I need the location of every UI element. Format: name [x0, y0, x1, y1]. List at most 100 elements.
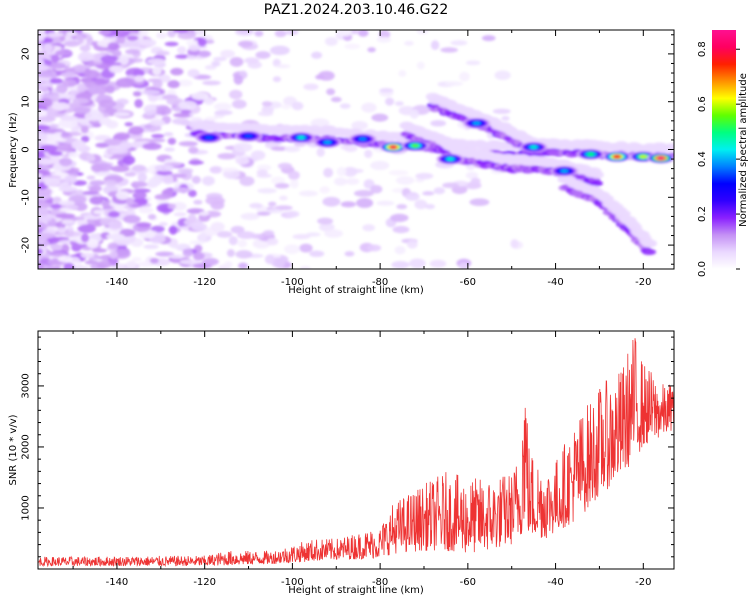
- heatmap-cell: [284, 244, 300, 254]
- heatmap-cell: [126, 35, 139, 41]
- heatmap-cell: [43, 177, 61, 187]
- heatmap-cell: [58, 200, 76, 206]
- heatmap-cell: [173, 30, 189, 34]
- snr-line-series: [38, 338, 674, 568]
- snr-plot-area: [38, 331, 674, 569]
- heatmap-cell: [125, 48, 141, 55]
- heatmap-cell: [311, 51, 323, 59]
- heatmap-cell: [167, 137, 177, 145]
- heatmap-cell: [459, 71, 470, 82]
- heatmap-cell: [59, 157, 73, 167]
- heatmap-cell: [113, 132, 130, 141]
- heatmap-cell: [316, 147, 325, 157]
- spectrogram-y-tick-label: 0: [21, 146, 32, 152]
- heatmap-cell: [172, 118, 190, 125]
- heatmap-cell: [644, 249, 657, 256]
- heatmap-cell: [310, 118, 330, 128]
- heatmap-cell: [194, 30, 206, 36]
- heatmap-cell: [351, 120, 368, 131]
- heatmap-cell: [229, 56, 244, 67]
- heatmap-cell: [152, 66, 162, 76]
- heatmap-cell: [492, 108, 511, 115]
- heatmap-cell: [156, 106, 172, 116]
- heatmap-cell: [50, 54, 60, 63]
- heatmap-cell: [202, 80, 221, 86]
- heatmap-cell: [404, 40, 414, 46]
- snr-x-tick-label: -140: [106, 577, 129, 588]
- heatmap-cell: [390, 213, 409, 222]
- heatmap-cell: [353, 189, 374, 197]
- heatmap-cell: [345, 178, 360, 185]
- heatmap-cell: [139, 38, 157, 47]
- heatmap-cell: [191, 175, 201, 184]
- heatmap-cell: [205, 196, 225, 206]
- heatmap-cell: [38, 215, 53, 222]
- heatmap-cell: [191, 222, 208, 232]
- heatmap-cell: [409, 258, 426, 269]
- heatmap-cell: [257, 188, 277, 194]
- heatmap-cell: [132, 91, 142, 97]
- colorbar-tick-label: 0.0: [697, 261, 708, 277]
- heatmap-cell: [131, 257, 142, 262]
- heatmap-cell: [107, 42, 119, 51]
- heatmap-cell: [143, 244, 159, 250]
- heatmap-cell: [398, 70, 407, 77]
- heatmap-cell: [180, 109, 192, 114]
- heatmap-cell: [150, 126, 162, 132]
- heatmap-cell: [643, 239, 658, 248]
- heatmap-cell: [108, 65, 124, 74]
- colorbar-tick-label: 0.2: [697, 206, 708, 222]
- heatmap-cell: [115, 77, 136, 88]
- heatmap-cell: [84, 111, 104, 122]
- heatmap-cell: [317, 217, 334, 225]
- heatmap-cell: [204, 116, 218, 122]
- heatmap-cell: [173, 112, 191, 118]
- heatmap-cell: [333, 177, 348, 186]
- heatmap-cell: [58, 186, 78, 192]
- heatmap-cell: [152, 78, 163, 89]
- heatmap-cell: [123, 214, 141, 224]
- heatmap-cell: [121, 40, 140, 48]
- heatmap-cell: [163, 132, 174, 137]
- heatmap-cell: [424, 203, 436, 210]
- heatmap-cell: [50, 203, 62, 209]
- snr-x-label: Height of straight line (km): [288, 585, 424, 596]
- heatmap-cell: [257, 111, 274, 117]
- snr-x-tick-label: -60: [460, 577, 476, 588]
- heatmap-cell: [277, 162, 293, 170]
- heatmap-cell: [235, 156, 250, 165]
- heatmap-cell: [84, 260, 99, 265]
- heatmap-cell: [236, 30, 253, 34]
- heatmap-cell: [233, 74, 244, 85]
- heatmap-cell: [178, 141, 198, 147]
- heatmap-cell: [119, 55, 129, 65]
- heatmap-peak: [639, 154, 648, 159]
- heatmap-cell: [343, 144, 358, 153]
- heatmap-peak: [323, 140, 332, 145]
- heatmap-cell: [388, 170, 409, 176]
- heatmap-cell: [442, 182, 459, 189]
- heatmap-cell: [38, 222, 48, 228]
- heatmap-cell: [164, 147, 175, 152]
- snr-x-tick-label: -120: [193, 577, 216, 588]
- heatmap-cell: [238, 262, 249, 269]
- heatmap-cell: [152, 173, 165, 184]
- heatmap-cell: [61, 132, 70, 137]
- heatmap-cell: [170, 244, 189, 250]
- heatmap-cell: [391, 261, 410, 269]
- spectrogram-x-tick-label: -120: [193, 277, 216, 288]
- heatmap-cell: [214, 110, 233, 116]
- heatmap-cell: [162, 174, 174, 185]
- heatmap-cell: [361, 102, 377, 113]
- heatmap-cell: [233, 142, 253, 153]
- heatmap-cell: [288, 170, 300, 180]
- heatmap-cell: [58, 118, 78, 129]
- heatmap-cell: [147, 94, 159, 103]
- heatmap-cell: [230, 225, 245, 234]
- heatmap-cell: [494, 70, 511, 81]
- heatmap-cell: [62, 79, 77, 88]
- spectrogram-x-tick-label: -60: [460, 277, 476, 288]
- heatmap-cell: [252, 238, 271, 249]
- heatmap-cell: [337, 30, 352, 37]
